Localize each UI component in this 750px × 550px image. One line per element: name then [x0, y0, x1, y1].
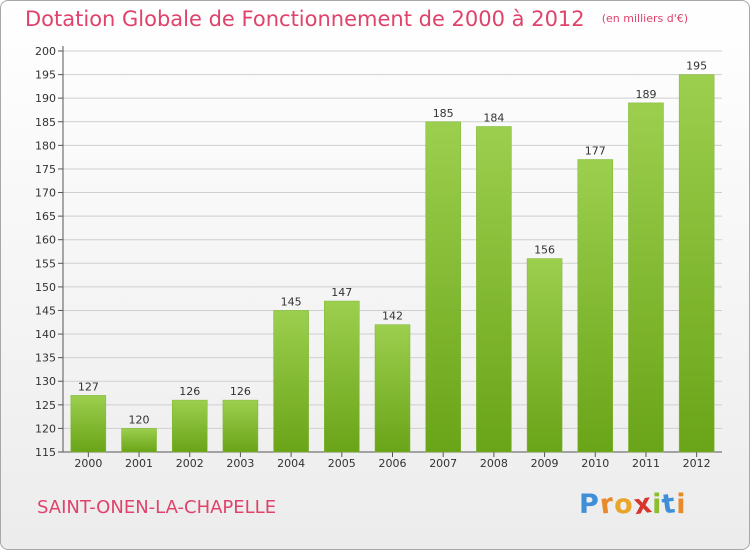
data-label: 126	[179, 385, 200, 398]
bar-2000	[70, 395, 107, 453]
bar-2006	[374, 324, 411, 453]
y-tick-label: 165	[35, 210, 56, 223]
data-label: 156	[534, 244, 555, 257]
data-label: 189	[635, 88, 656, 101]
bars	[70, 74, 715, 453]
title-row: Dotation Globale de Fonctionnement de 20…	[25, 7, 688, 31]
labels: 115 120 125 130 135 140 145 150 155 160 165 170 175 1…	[35, 45, 711, 470]
bar-2005	[324, 300, 360, 453]
data-label: 177	[585, 145, 606, 158]
logo-letter: i	[652, 489, 663, 520]
y-tick-label: 175	[35, 163, 56, 176]
y-tick-label: 190	[35, 92, 56, 105]
data-label: 142	[382, 310, 403, 323]
x-tick-label: 2004	[277, 457, 305, 470]
logo-letter: o	[614, 489, 634, 520]
y-tick-label: 125	[35, 399, 56, 412]
logo-letter: x	[631, 487, 655, 522]
y-tick-label: 195	[35, 69, 56, 82]
data-label: 195	[686, 60, 707, 73]
chart-title: Dotation Globale de Fonctionnement de 20…	[25, 7, 585, 31]
bar-2008	[476, 126, 512, 453]
y-tick-label: 200	[35, 45, 56, 58]
y-tick-label: 130	[35, 375, 56, 388]
bar-2010	[577, 159, 614, 453]
x-tick-label: 2007	[429, 457, 457, 470]
logo-letter: P	[579, 489, 600, 520]
bar-2001	[121, 428, 157, 453]
x-tick-label: 2005	[328, 457, 356, 470]
y-tick-label: 170	[35, 187, 56, 200]
y-tick-label: 180	[35, 139, 56, 152]
x-tick-label: 2009	[531, 457, 559, 470]
y-tick-label: 115	[35, 446, 56, 459]
data-label: 126	[230, 385, 251, 398]
data-label: 147	[331, 286, 352, 299]
proxiti-logo: Proxiti	[579, 487, 687, 522]
y-tick-label: 155	[35, 257, 56, 270]
bar-2004	[273, 310, 309, 453]
x-tick-label: 2006	[379, 457, 407, 470]
bar-2003	[222, 399, 259, 453]
x-tick-label: 2008	[480, 457, 508, 470]
data-label: 145	[281, 295, 302, 308]
x-tick-label: 2002	[176, 457, 204, 470]
data-label: 120	[129, 413, 150, 426]
data-label: 184	[483, 111, 504, 124]
x-tick-label: 2000	[74, 457, 102, 470]
y-tick-label: 185	[35, 116, 56, 129]
y-tick-label: 160	[35, 234, 56, 247]
bar-2011	[628, 102, 664, 453]
data-label: 185	[433, 107, 454, 120]
bar-2009	[526, 258, 563, 453]
y-tick-label: 135	[35, 352, 56, 365]
x-tick-label: 2010	[581, 457, 609, 470]
x-tick-label: 2003	[226, 457, 254, 470]
bar-2007	[425, 121, 461, 453]
x-tick-label: 2001	[125, 457, 153, 470]
y-tick-label: 120	[35, 422, 56, 435]
x-tick-label: 2012	[683, 457, 711, 470]
chart-unit: (en milliers d'€)	[601, 12, 689, 25]
y-tick-label: 150	[35, 281, 56, 294]
y-tick-label: 140	[35, 328, 56, 341]
data-label: 127	[78, 380, 99, 393]
y-tick-label: 145	[35, 304, 56, 317]
x-tick-label: 2011	[632, 457, 660, 470]
logo-letter: i	[676, 489, 687, 520]
commune-name: SAINT-ONEN-LA-CHAPELLE	[37, 497, 277, 518]
bar-2002	[171, 399, 208, 453]
bar-2012	[678, 74, 715, 453]
